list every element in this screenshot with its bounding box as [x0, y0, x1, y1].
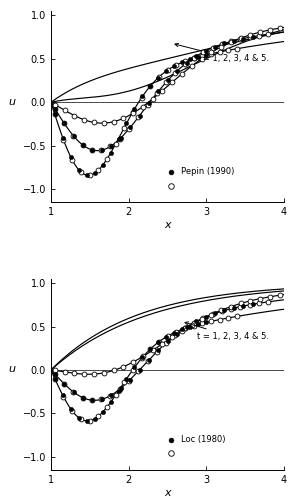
X-axis label: x: x	[164, 220, 171, 230]
Text: Loc (1980): Loc (1980)	[180, 435, 225, 444]
Text: Pepin (1990): Pepin (1990)	[180, 167, 234, 176]
Y-axis label: u: u	[8, 364, 15, 374]
Text: t = 1, 2, 3, 4 & 5.: t = 1, 2, 3, 4 & 5.	[185, 322, 269, 342]
Y-axis label: u: u	[8, 97, 15, 107]
Text: t = 1, 2, 3, 4 & 5.: t = 1, 2, 3, 4 & 5.	[175, 44, 269, 63]
X-axis label: x: x	[164, 487, 171, 497]
